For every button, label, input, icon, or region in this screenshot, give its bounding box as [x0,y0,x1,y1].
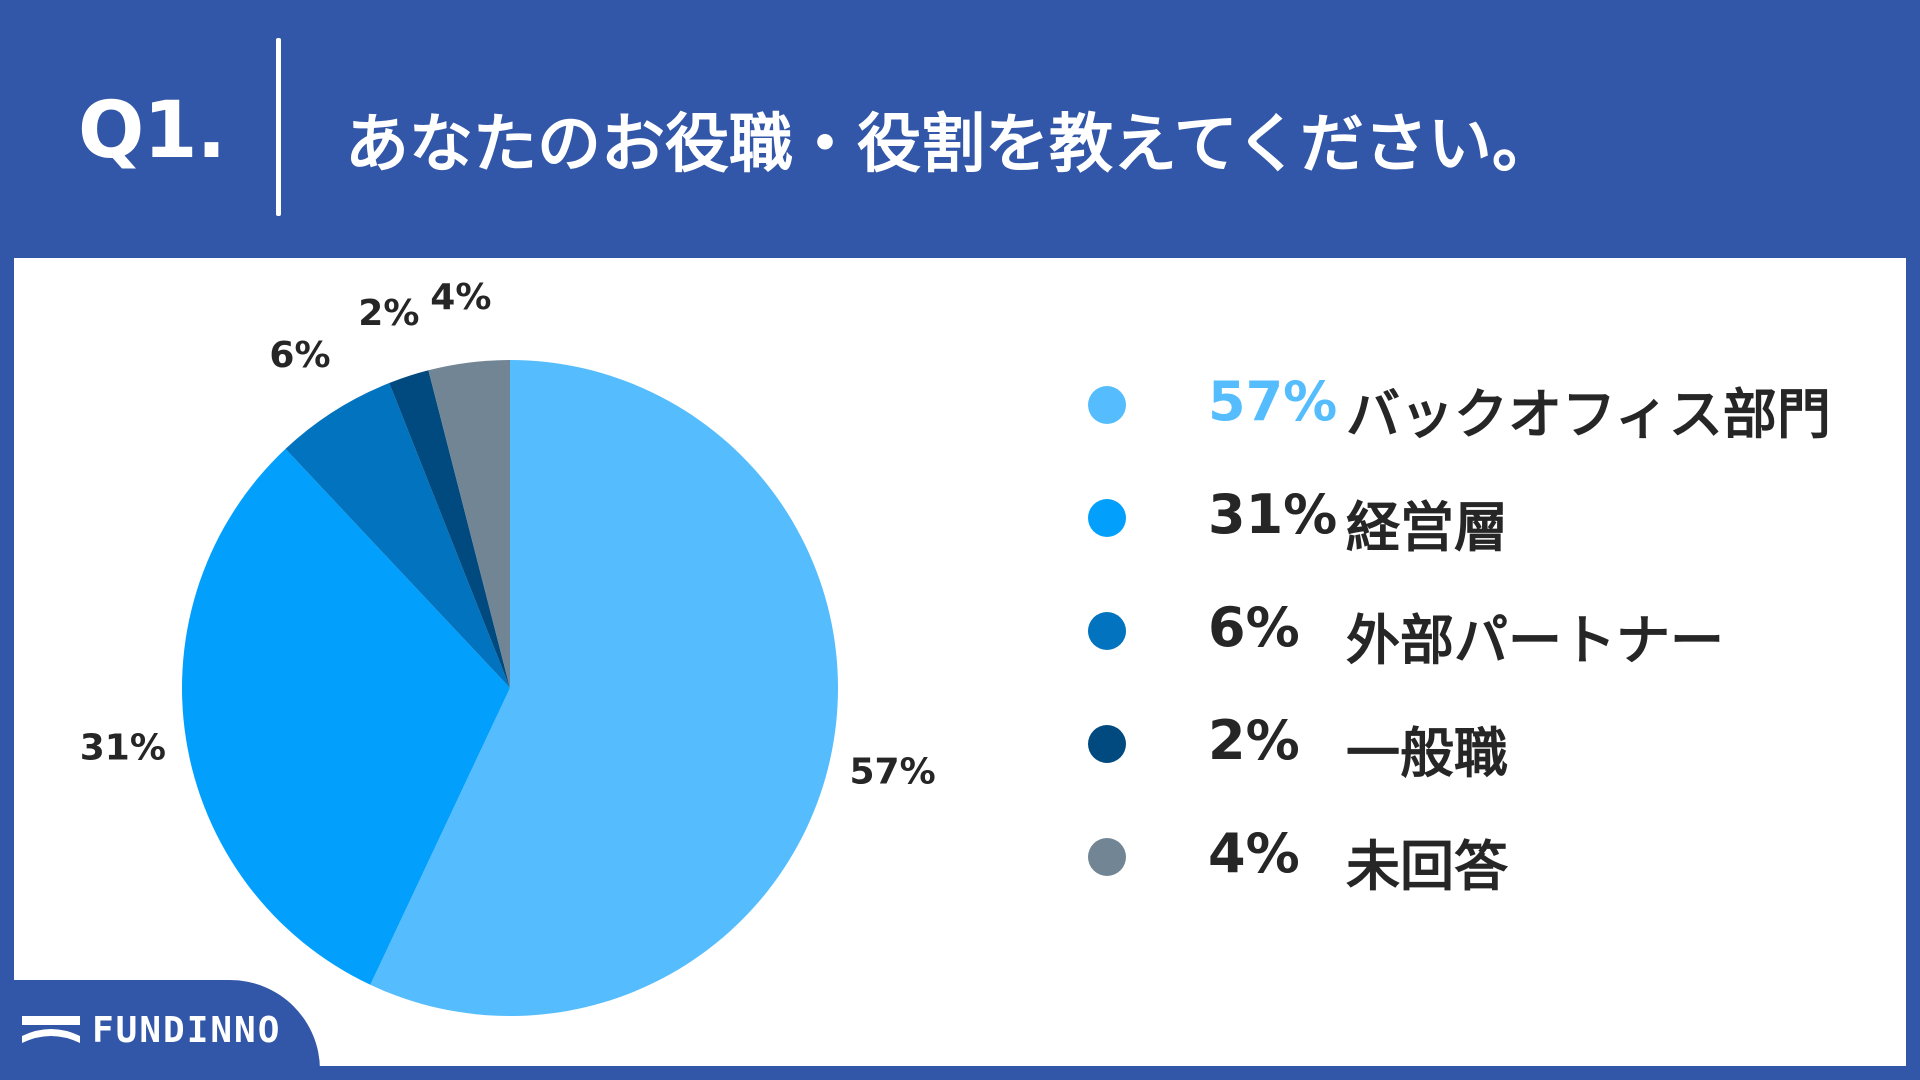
logo-text: FUNDINNO [92,1010,282,1051]
legend-percent: 2% [1208,709,1300,772]
pie-slice-label: 57% [849,752,935,793]
legend-swatch [1088,499,1126,537]
legend-percent: 6% [1208,596,1300,659]
pie-slice-label: 4% [430,277,491,318]
legend-item: 31% 経営層 [1076,481,1876,594]
pie-slice-label: 2% [358,293,419,334]
pie-chart: 57% 31% 6% 2% 4% [80,277,936,1016]
fundinno-logo-icon [22,1016,80,1043]
legend-swatch [1088,725,1126,763]
legend-label: 外部パートナー [1346,609,1724,672]
legend-item: 57% バックオフィス部門 [1076,368,1876,481]
legend-percent: 57% [1208,370,1338,433]
header-divider [276,38,281,216]
legend-swatch [1088,838,1126,876]
pie-slice-label: 6% [269,335,330,376]
legend-percent: 31% [1208,483,1338,546]
pie-slice [285,383,510,688]
logo: FUNDINNO [0,980,320,1080]
legend-percent: 4% [1208,822,1300,885]
pie-slice-label: 31% [80,727,166,768]
legend-item: 4% 未回答 [1076,820,1876,933]
header-bar: Q1. あなたのお役職・役割を教えてください。 [0,0,1920,258]
question-number: Q1. [78,86,226,176]
question-title: あなたのお役職・役割を教えてください。 [345,108,1556,182]
legend-label: バックオフィス部門 [1346,383,1831,446]
legend-label: 未回答 [1346,835,1508,898]
pie-slice [181,448,510,985]
chart-panel: 57% 31% 6% 2% 4% 57% バックオフィス部門 31% 経営層 6% 外部… [14,258,1906,1066]
legend-item: 2% 一般職 [1076,707,1876,820]
legend: 57% バックオフィス部門 31% 経営層 6% 外部パートナー 2% 一般職 … [1076,368,1876,933]
pie-slice [370,360,838,1016]
legend-label: 一般職 [1346,722,1508,785]
legend-swatch [1088,386,1126,424]
legend-label: 経営層 [1346,496,1508,559]
legend-swatch [1088,612,1126,650]
pie-slice [389,370,510,688]
legend-item: 6% 外部パートナー [1076,594,1876,707]
pie-slice [428,360,510,688]
